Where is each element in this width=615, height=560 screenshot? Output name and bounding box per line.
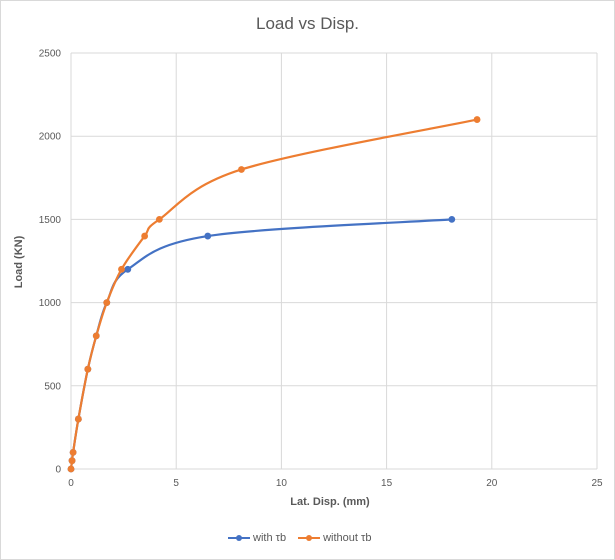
- x-tick-label: 0: [68, 478, 74, 489]
- x-tick-label: 20: [486, 478, 498, 489]
- series-line-1: [69, 118, 478, 470]
- data-point-1: [473, 116, 481, 123]
- data-point-1: [118, 265, 125, 273]
- data-point-0: [204, 232, 212, 240]
- legend-item-with-tb: with τb: [228, 532, 286, 544]
- legend: with τb without τb: [228, 532, 383, 544]
- y-tick-label: 2000: [39, 132, 62, 143]
- data-point-1: [155, 216, 163, 223]
- data-point-1: [69, 448, 77, 456]
- data-point-0: [124, 265, 132, 273]
- data-point-1: [84, 365, 92, 373]
- legend-swatch-without-tb: [298, 533, 321, 543]
- legend-item-without-tb: without τb: [298, 532, 371, 544]
- data-point-1: [238, 166, 245, 173]
- chart-title: Load vs Disp.: [256, 14, 359, 33]
- data-point-1: [68, 457, 76, 465]
- y-tick-label: 1000: [39, 298, 62, 309]
- legend-label-with-tb: with τb: [253, 532, 287, 544]
- data-point-1: [67, 465, 75, 473]
- x-tick-label: 10: [276, 478, 288, 489]
- x-tick-label: 5: [173, 478, 179, 489]
- x-tick-label: 15: [381, 478, 393, 489]
- x-tick-label: 25: [591, 478, 603, 489]
- data-point-0: [448, 216, 456, 223]
- data-point-1: [74, 415, 82, 423]
- legend-label-without-tb: without τb: [323, 532, 372, 544]
- y-tick-label: 500: [44, 381, 61, 392]
- data-point-1: [103, 299, 111, 306]
- x-axis-label: Lat. Disp. (mm): [290, 496, 370, 508]
- y-tick-label: 0: [55, 465, 61, 476]
- series-line-0: [69, 218, 452, 470]
- y-tick-label: 2500: [39, 49, 62, 60]
- data-point-1: [141, 232, 149, 240]
- y-tick-label: 1500: [39, 215, 62, 226]
- data-point-1: [92, 332, 100, 340]
- legend-swatch-with-tb: [228, 533, 250, 543]
